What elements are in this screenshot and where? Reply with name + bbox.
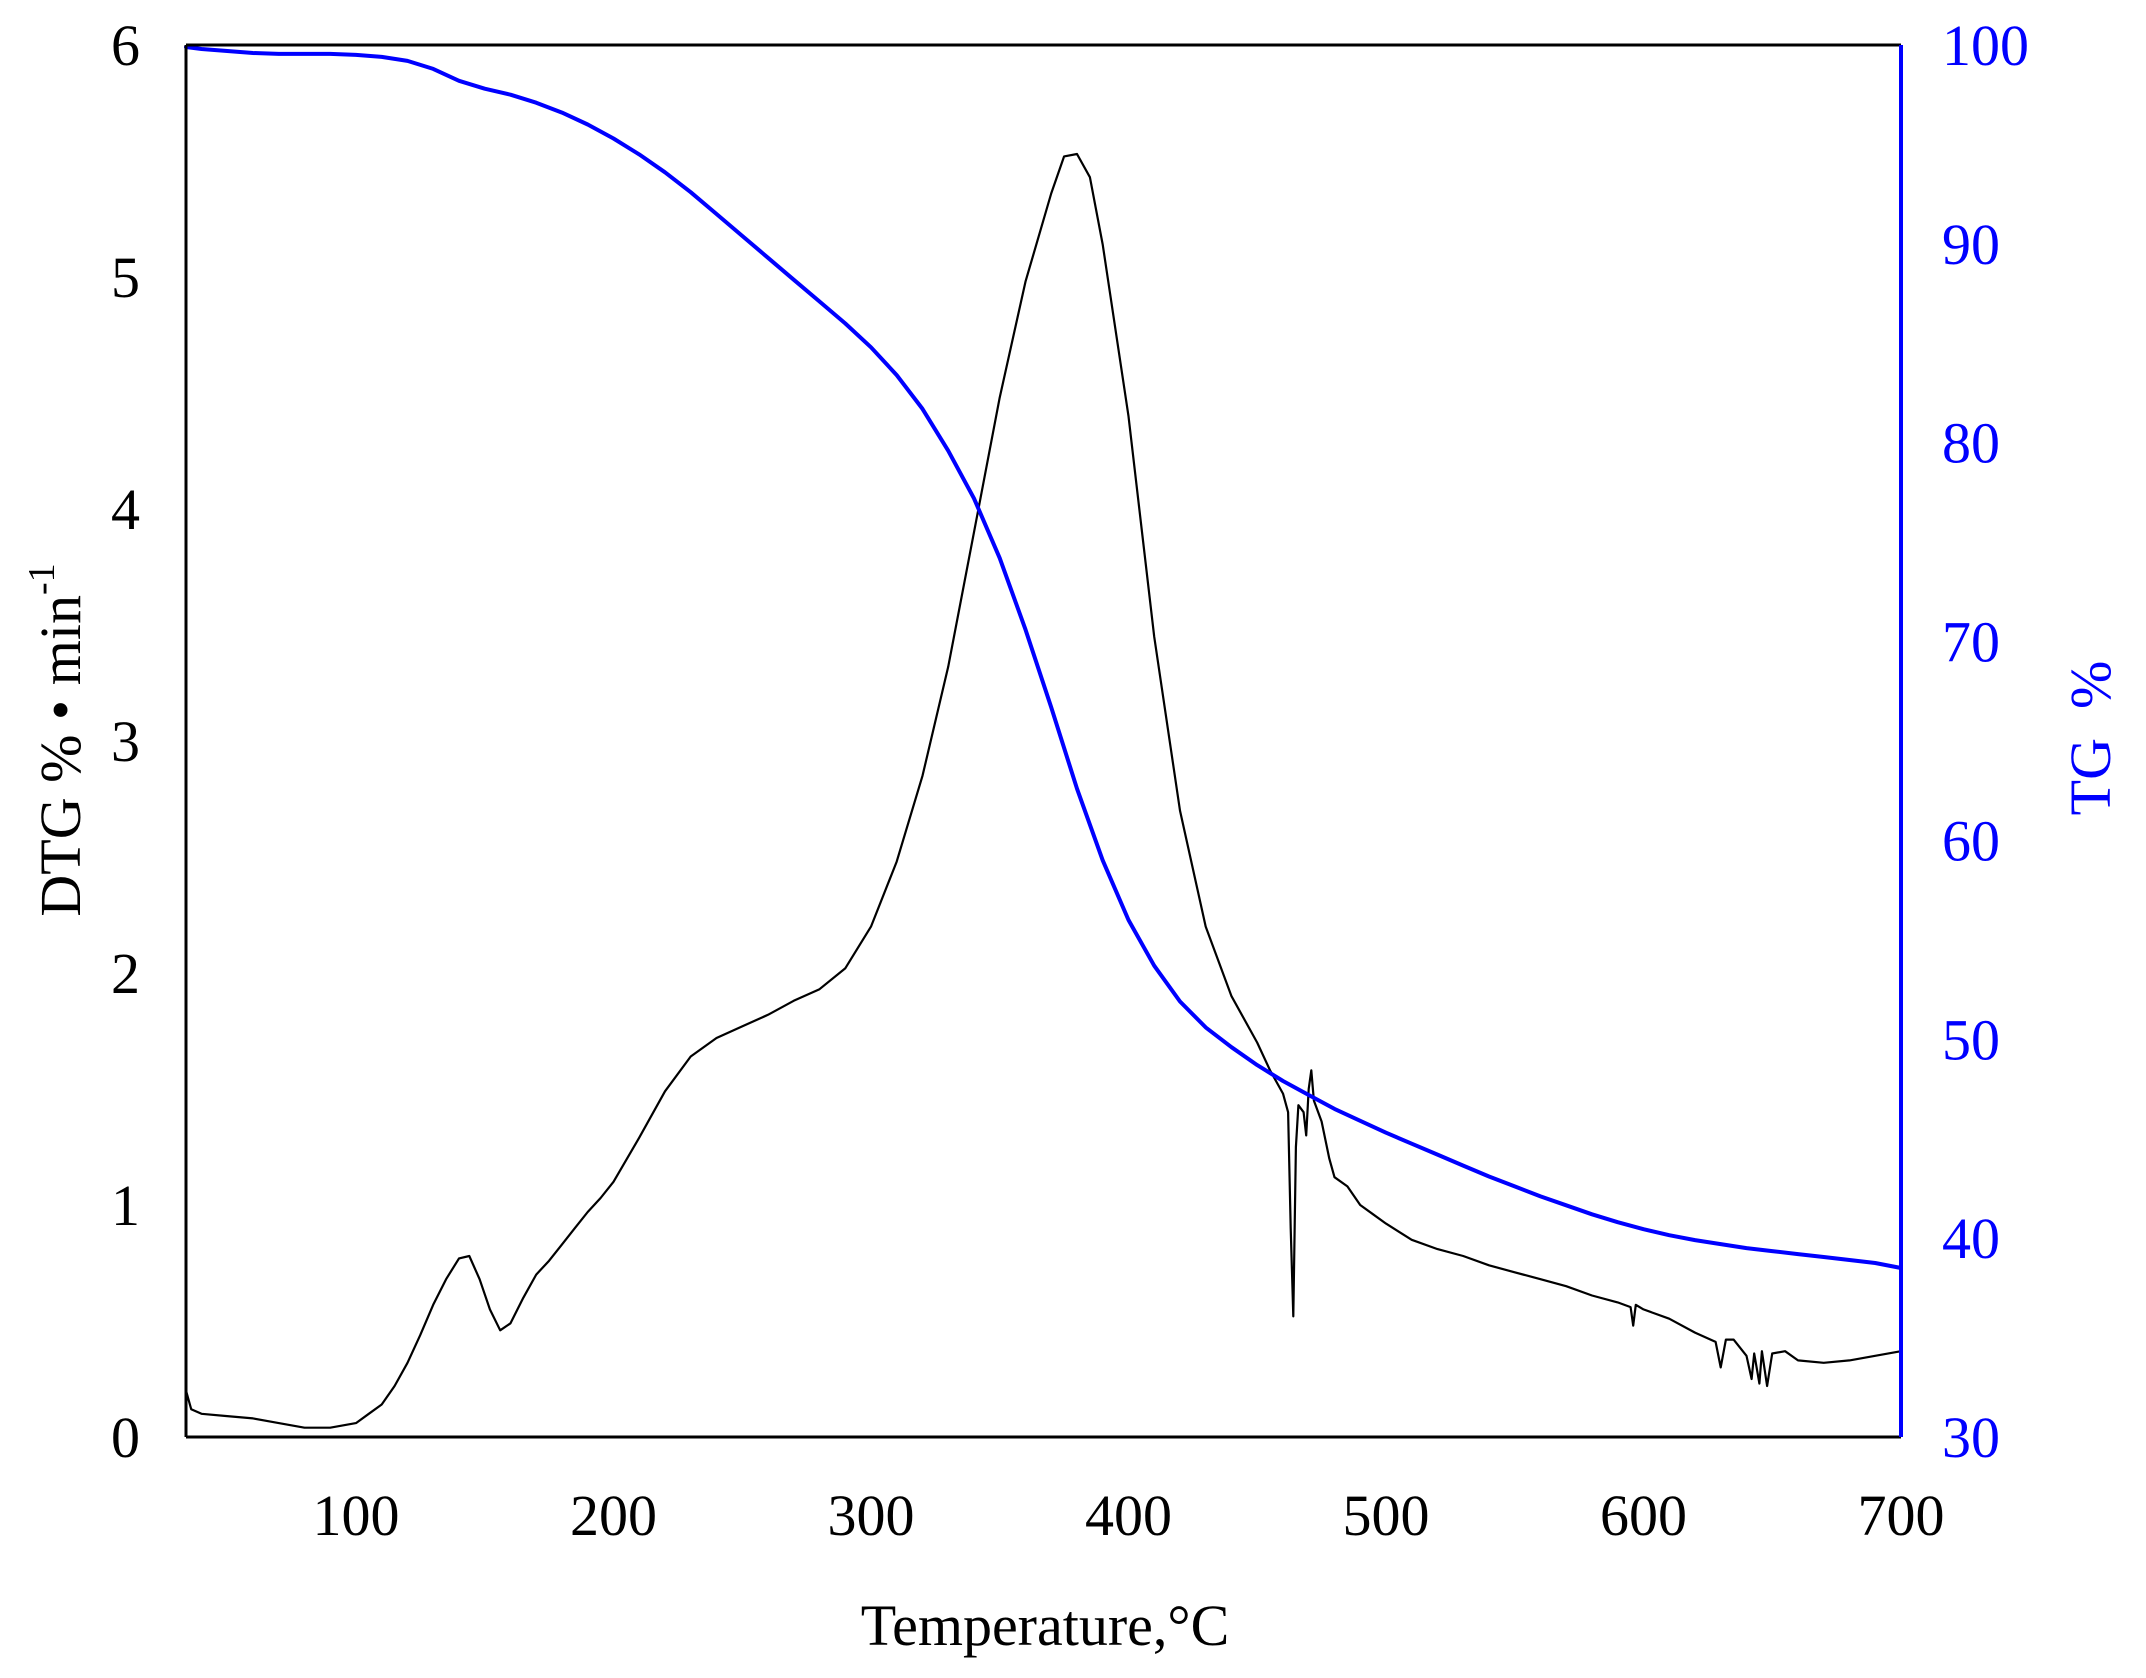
y-right-tick-label: 90 xyxy=(1942,212,2000,277)
x-tick-label: 300 xyxy=(827,1483,914,1548)
x-tick-label: 500 xyxy=(1342,1483,1429,1548)
y-left-tick-label: 2 xyxy=(111,941,140,1006)
y-right-tick-label: 80 xyxy=(1942,411,2000,476)
y-left-tick-label: 5 xyxy=(111,245,140,310)
tg-series-line xyxy=(184,45,1903,1270)
y-right-tick-label: 40 xyxy=(1942,1206,2000,1271)
x-tick-label: 400 xyxy=(1085,1483,1172,1548)
x-tick-label: 700 xyxy=(1858,1483,1945,1548)
y-right-axis-title: TG % xyxy=(2058,661,2123,816)
x-tick-label: 100 xyxy=(312,1483,399,1548)
y-left-tick-label: 6 xyxy=(111,13,140,78)
y-left-axis-title: DTG % • min-1 xyxy=(21,563,93,916)
x-axis-title: Temperature,°C xyxy=(861,1593,1230,1658)
y-left-tick-label: 4 xyxy=(111,477,140,542)
y-right-tick-label: 100 xyxy=(1942,13,2029,78)
y-left-tick-label: 3 xyxy=(111,709,140,774)
tick-labels: 100 200 300 400 500 600 700 0 1 2 3 4 5 6 30 40 50 60 70 80… xyxy=(111,13,2029,1548)
y-right-tick-label: 30 xyxy=(1942,1405,2000,1470)
y-left-tick-label: 0 xyxy=(111,1405,140,1470)
y-right-tick-label: 60 xyxy=(1942,808,2000,873)
plot-area xyxy=(184,45,1903,1429)
y-right-tick-label: 70 xyxy=(1942,610,2000,675)
y-right-tick-label: 50 xyxy=(1942,1007,2000,1072)
y-left-axis-title-main: DTG % • min xyxy=(28,595,93,917)
x-tick-label: 200 xyxy=(570,1483,657,1548)
x-tick-label: 600 xyxy=(1600,1483,1687,1548)
y-left-tick-label: 1 xyxy=(111,1173,140,1238)
dtg-series-line xyxy=(184,152,1903,1429)
y-left-axis-title-superscript: -1 xyxy=(21,563,63,595)
